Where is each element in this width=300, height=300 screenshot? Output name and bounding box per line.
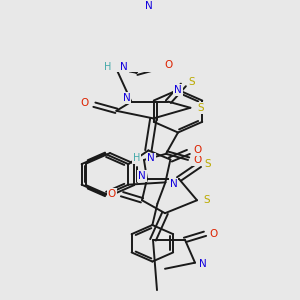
Text: O: O	[210, 229, 218, 239]
Text: O: O	[193, 146, 202, 155]
Text: O: O	[193, 155, 201, 165]
Text: S: S	[205, 159, 211, 169]
Text: N: N	[174, 85, 182, 95]
Text: H: H	[133, 153, 140, 164]
Text: S: S	[188, 77, 195, 87]
Text: O: O	[80, 98, 88, 108]
Text: N: N	[138, 171, 146, 181]
Text: S: S	[197, 103, 204, 113]
Text: N: N	[120, 62, 128, 72]
Text: O: O	[164, 60, 172, 70]
Text: N: N	[122, 93, 130, 103]
Text: O: O	[108, 189, 116, 199]
Text: H: H	[104, 62, 111, 72]
Text: N: N	[147, 153, 155, 164]
Text: N: N	[145, 1, 152, 11]
Text: S: S	[204, 195, 210, 205]
Text: N: N	[169, 179, 177, 189]
Text: N: N	[199, 259, 207, 269]
